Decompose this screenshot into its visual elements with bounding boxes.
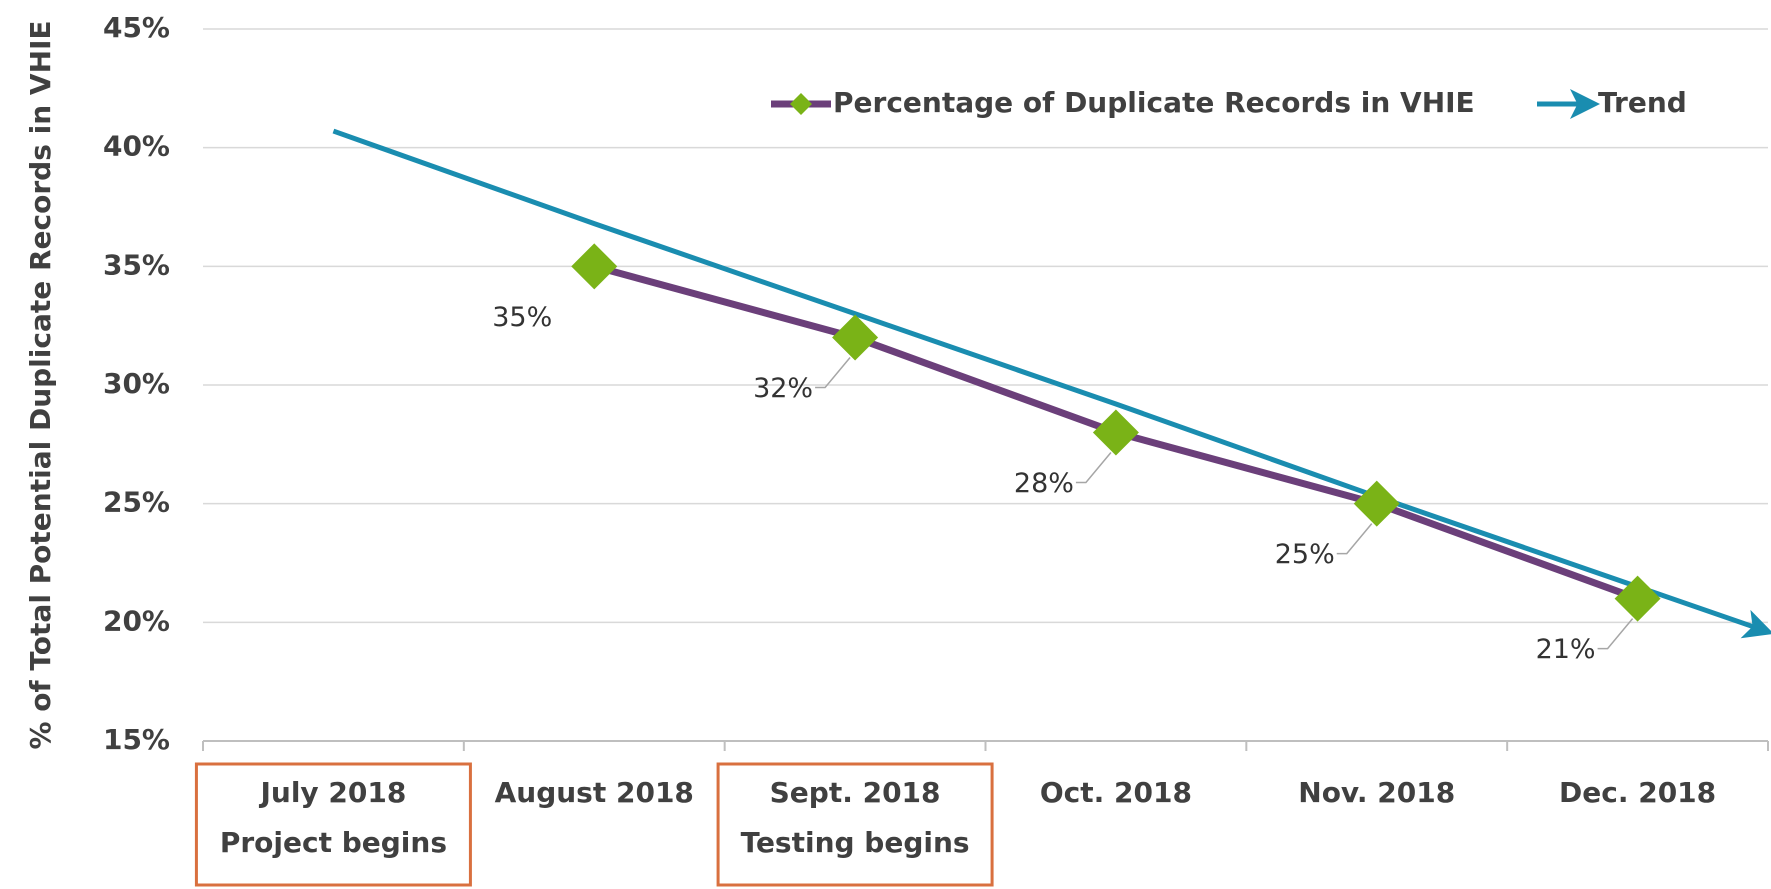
- marker: [1614, 575, 1661, 622]
- data-label: 21%: [1536, 634, 1596, 665]
- data-label: 28%: [1014, 468, 1074, 499]
- y-tick-label: 40%: [103, 130, 170, 163]
- y-tick-label: 35%: [103, 248, 170, 281]
- y-tick-label: 25%: [103, 486, 170, 519]
- x-tick-label: July 2018: [258, 776, 406, 809]
- leader-line: [1597, 618, 1634, 650]
- x-tick-label: Sept. 2018: [770, 776, 941, 809]
- marker: [1092, 409, 1139, 456]
- x-tick-label: Dec. 2018: [1559, 776, 1716, 809]
- leader-line: [1336, 523, 1373, 555]
- x-tick-label: Nov. 2018: [1298, 776, 1455, 809]
- y-tick-label: 15%: [103, 723, 170, 756]
- category-note: Testing begins: [741, 826, 970, 859]
- x-tick-label: Oct. 2018: [1040, 776, 1192, 809]
- category-note: Project begins: [220, 826, 447, 859]
- legend-label: Percentage of Duplicate Records in VHIE: [833, 86, 1475, 119]
- data-label: 25%: [1275, 539, 1335, 570]
- marker: [571, 243, 618, 290]
- data-label: 35%: [492, 302, 552, 333]
- y-axis-title: % of Total Potential Duplicate Records i…: [24, 20, 57, 749]
- legend-marker: [790, 93, 812, 115]
- category-box: [194, 762, 472, 887]
- x-tick-label: August 2018: [495, 776, 694, 809]
- y-tick-label: 45%: [103, 11, 170, 44]
- legend-label: Trend: [1598, 86, 1687, 119]
- category-box: [716, 762, 994, 887]
- data-label: 32%: [753, 373, 813, 404]
- leader-line: [815, 357, 851, 389]
- leader-line: [1075, 451, 1112, 484]
- trend-line: [332, 128, 1771, 639]
- marker: [1353, 480, 1400, 527]
- y-tick-label: 20%: [103, 604, 170, 637]
- marker: [832, 314, 879, 361]
- y-tick-label: 30%: [103, 367, 170, 400]
